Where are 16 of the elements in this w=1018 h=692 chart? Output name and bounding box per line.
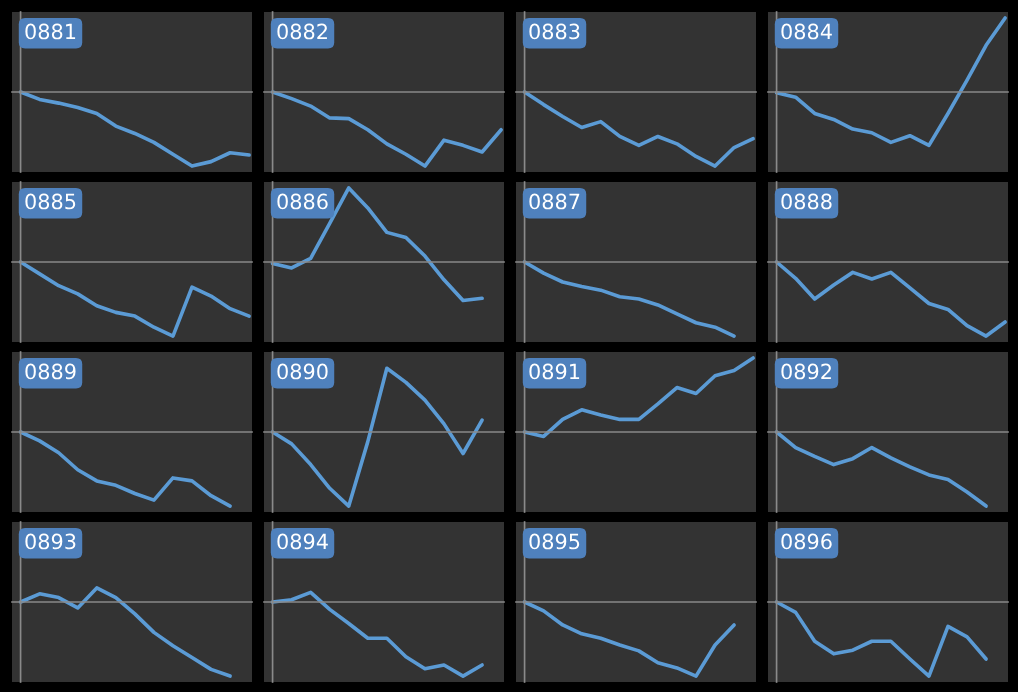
chart-title: 0890 bbox=[277, 363, 328, 380]
chart-title: 0885 bbox=[25, 193, 76, 210]
chart-title: 0887 bbox=[529, 193, 580, 210]
chart-title: 0884 bbox=[781, 23, 832, 40]
chart-title: 0881 bbox=[25, 23, 76, 40]
chart-title: 0888 bbox=[781, 193, 832, 210]
chart-title: 0883 bbox=[529, 23, 580, 40]
chart-title: 0896 bbox=[781, 533, 832, 550]
chart-title: 0892 bbox=[781, 363, 831, 380]
chart-title: 0895 bbox=[529, 533, 580, 550]
chart-title: 0893 bbox=[25, 533, 76, 550]
chart-title: 0891 bbox=[529, 363, 580, 380]
chart-title: 0882 bbox=[277, 23, 327, 40]
chart-title: 0889 bbox=[25, 363, 76, 380]
chart-title: 0894 bbox=[277, 533, 328, 550]
chart-title: 0886 bbox=[277, 193, 328, 210]
